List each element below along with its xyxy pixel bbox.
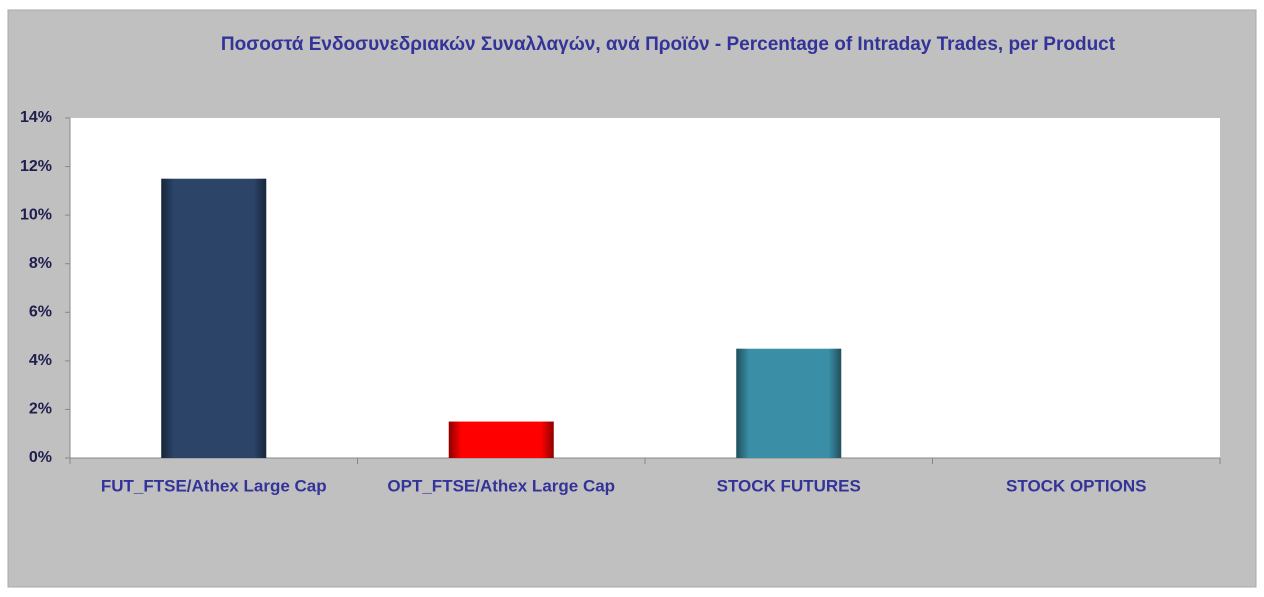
y-tick-label: 0% <box>29 449 52 466</box>
y-tick-label: 4% <box>29 352 52 369</box>
x-tick-label: FUT_FTSE/Athex Large Cap <box>101 476 327 495</box>
bar-shade <box>161 178 267 458</box>
y-tick-label: 10% <box>20 206 52 223</box>
bar-shade <box>448 421 554 458</box>
y-tick-label: 8% <box>29 255 52 272</box>
y-tick-label: 14% <box>20 109 52 126</box>
y-tick-label: 6% <box>29 304 52 321</box>
x-tick-label: STOCK FUTURES <box>717 476 861 495</box>
bar-shade <box>736 348 842 458</box>
y-tick-label: 12% <box>20 158 52 175</box>
x-tick-label: STOCK OPTIONS <box>1006 476 1146 495</box>
y-tick-label: 2% <box>29 401 52 418</box>
x-tick-label: OPT_FTSE/Athex Large Cap <box>387 476 615 495</box>
chart-title: Ποσοστά Ενδοσυνεδριακών Συναλλαγών, ανά … <box>220 34 1116 55</box>
